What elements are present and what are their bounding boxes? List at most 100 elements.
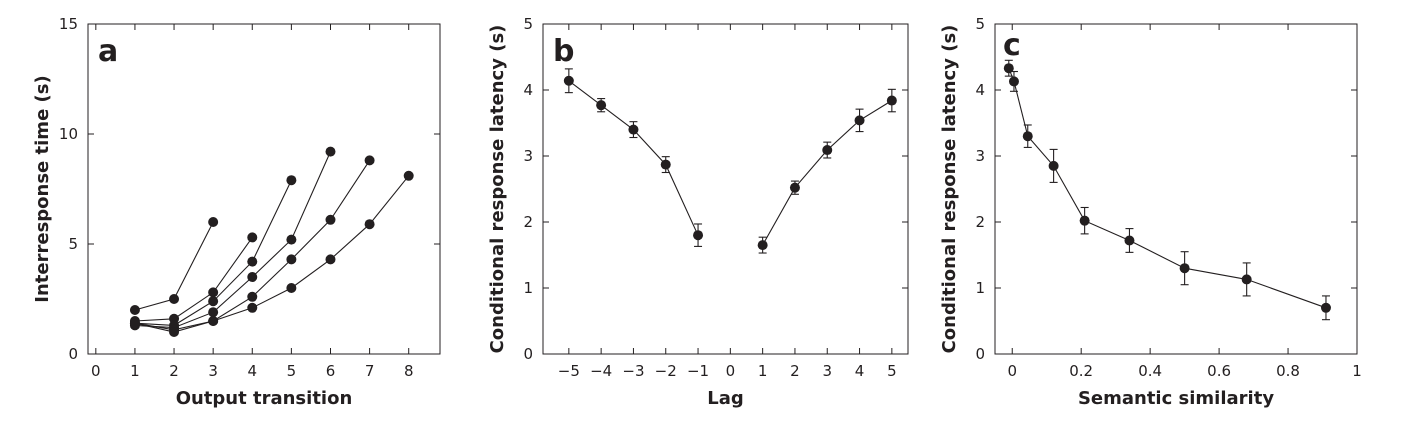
y-axis-label: Conditional response latency (s): [939, 25, 960, 354]
panel-a: 0 1 2 3 4 5 6 7 8 0 5 10 15 Output transition Interres…: [32, 15, 441, 409]
y-tick-label: 10: [59, 125, 78, 143]
data-point: [286, 175, 297, 186]
y-tick-label: 2: [975, 213, 985, 231]
x-tick-label: 6: [326, 362, 336, 380]
data-point: [563, 75, 574, 86]
y-tick-label: 2: [523, 213, 533, 231]
data-point: [1241, 274, 1252, 285]
data-point: [1079, 215, 1090, 226]
data-point: [628, 124, 639, 135]
data-point: [286, 254, 297, 265]
data-point: [286, 283, 297, 293]
y-axis-label: Interresponse time (s): [32, 75, 53, 302]
data-point: [886, 95, 897, 106]
x-axis-label: Output transition: [176, 388, 353, 409]
series-4: [129, 146, 336, 333]
x-tick-label: 1: [758, 362, 768, 380]
y-tick-label: 4: [975, 81, 985, 99]
data-point: [854, 115, 865, 126]
data-point: [129, 305, 140, 315]
series-line: [134, 175, 410, 333]
panel-label: b: [553, 34, 574, 69]
plot-frame: [542, 23, 909, 355]
x-tick-label: 1: [130, 362, 140, 380]
data-point: [1124, 235, 1135, 246]
data-point: [1048, 160, 1059, 171]
data-point: [596, 100, 607, 111]
x-tick-label: 0: [726, 362, 736, 380]
series-2: [757, 88, 897, 254]
data-point: [208, 287, 219, 298]
x-tick-label: 5: [287, 362, 297, 380]
y-tick-label: 15: [59, 15, 78, 33]
data-point: [757, 240, 768, 251]
series-2: [129, 232, 258, 326]
data-point: [325, 214, 336, 225]
x-tick-label: 5: [887, 362, 897, 380]
y-tick-label: 3: [975, 147, 985, 165]
series-line: [134, 151, 332, 329]
series-1: [563, 68, 704, 247]
data-point: [129, 318, 140, 329]
data-point: [789, 182, 800, 193]
x-tick-label: 4: [247, 362, 257, 380]
x-tick-label: 8: [404, 362, 414, 380]
x-tick-label: 0.2: [1069, 362, 1093, 380]
x-axis-label: Lag: [707, 388, 744, 409]
x-tick-label: 0: [91, 362, 101, 380]
series-1: [1003, 59, 1331, 321]
x-tick-label: −5: [558, 362, 580, 380]
series-line: [134, 237, 253, 322]
series-line: [568, 80, 699, 236]
series-6: [129, 170, 414, 337]
x-tick-label: 7: [365, 362, 375, 380]
data-point: [1008, 76, 1019, 87]
data-point: [208, 316, 219, 326]
x-tick-label: 3: [822, 362, 832, 380]
data-point: [247, 302, 258, 313]
data-point: [247, 232, 258, 243]
y-tick-label: 5: [975, 15, 985, 33]
data-point: [325, 146, 336, 157]
y-tick-label: 1: [523, 279, 533, 297]
data-point: [247, 291, 258, 302]
data-point: [247, 256, 258, 267]
y-tick-label: 5: [68, 235, 78, 253]
y-tick-label: 4: [523, 81, 533, 99]
x-tick-label: 0.8: [1276, 362, 1300, 380]
x-tick-label: −3: [622, 362, 644, 380]
x-tick-label: 3: [208, 362, 218, 380]
x-axis-label: Semantic similarity: [1078, 388, 1274, 409]
x-tick-label: 2: [169, 362, 179, 380]
y-tick-label: 3: [523, 147, 533, 165]
y-tick-label: 0: [523, 345, 533, 363]
data-point: [1179, 263, 1190, 274]
plot-frame: [994, 23, 1358, 355]
data-point: [403, 170, 414, 181]
x-tick-label: −2: [655, 362, 677, 380]
y-tick-label: 0: [68, 345, 78, 363]
data-point: [208, 296, 219, 307]
panel-label: a: [98, 34, 118, 69]
x-tick-label: 0.4: [1138, 362, 1162, 380]
x-tick-label: −4: [590, 362, 612, 380]
y-axis-label: Conditional response latency (s): [487, 25, 508, 354]
series-line: [762, 100, 893, 246]
panel-c: 0 0.2 0.4 0.6 0.8 1 0 1 2 3 4 5 Semantic similarity C…: [939, 15, 1362, 409]
x-tick-label: 1: [1352, 362, 1362, 380]
data-point: [1003, 63, 1014, 74]
data-point: [822, 145, 833, 156]
data-point: [693, 230, 704, 241]
data-point: [325, 254, 336, 265]
data-point: [208, 307, 219, 318]
series-1: [129, 217, 219, 315]
panel-label: c: [1003, 28, 1021, 63]
y-tick-label: 5: [523, 15, 533, 33]
data-point: [286, 234, 297, 245]
data-point: [247, 272, 258, 282]
data-point: [169, 327, 180, 337]
series-3: [129, 175, 297, 331]
data-point: [1022, 131, 1033, 142]
plot-frame: [87, 23, 441, 355]
